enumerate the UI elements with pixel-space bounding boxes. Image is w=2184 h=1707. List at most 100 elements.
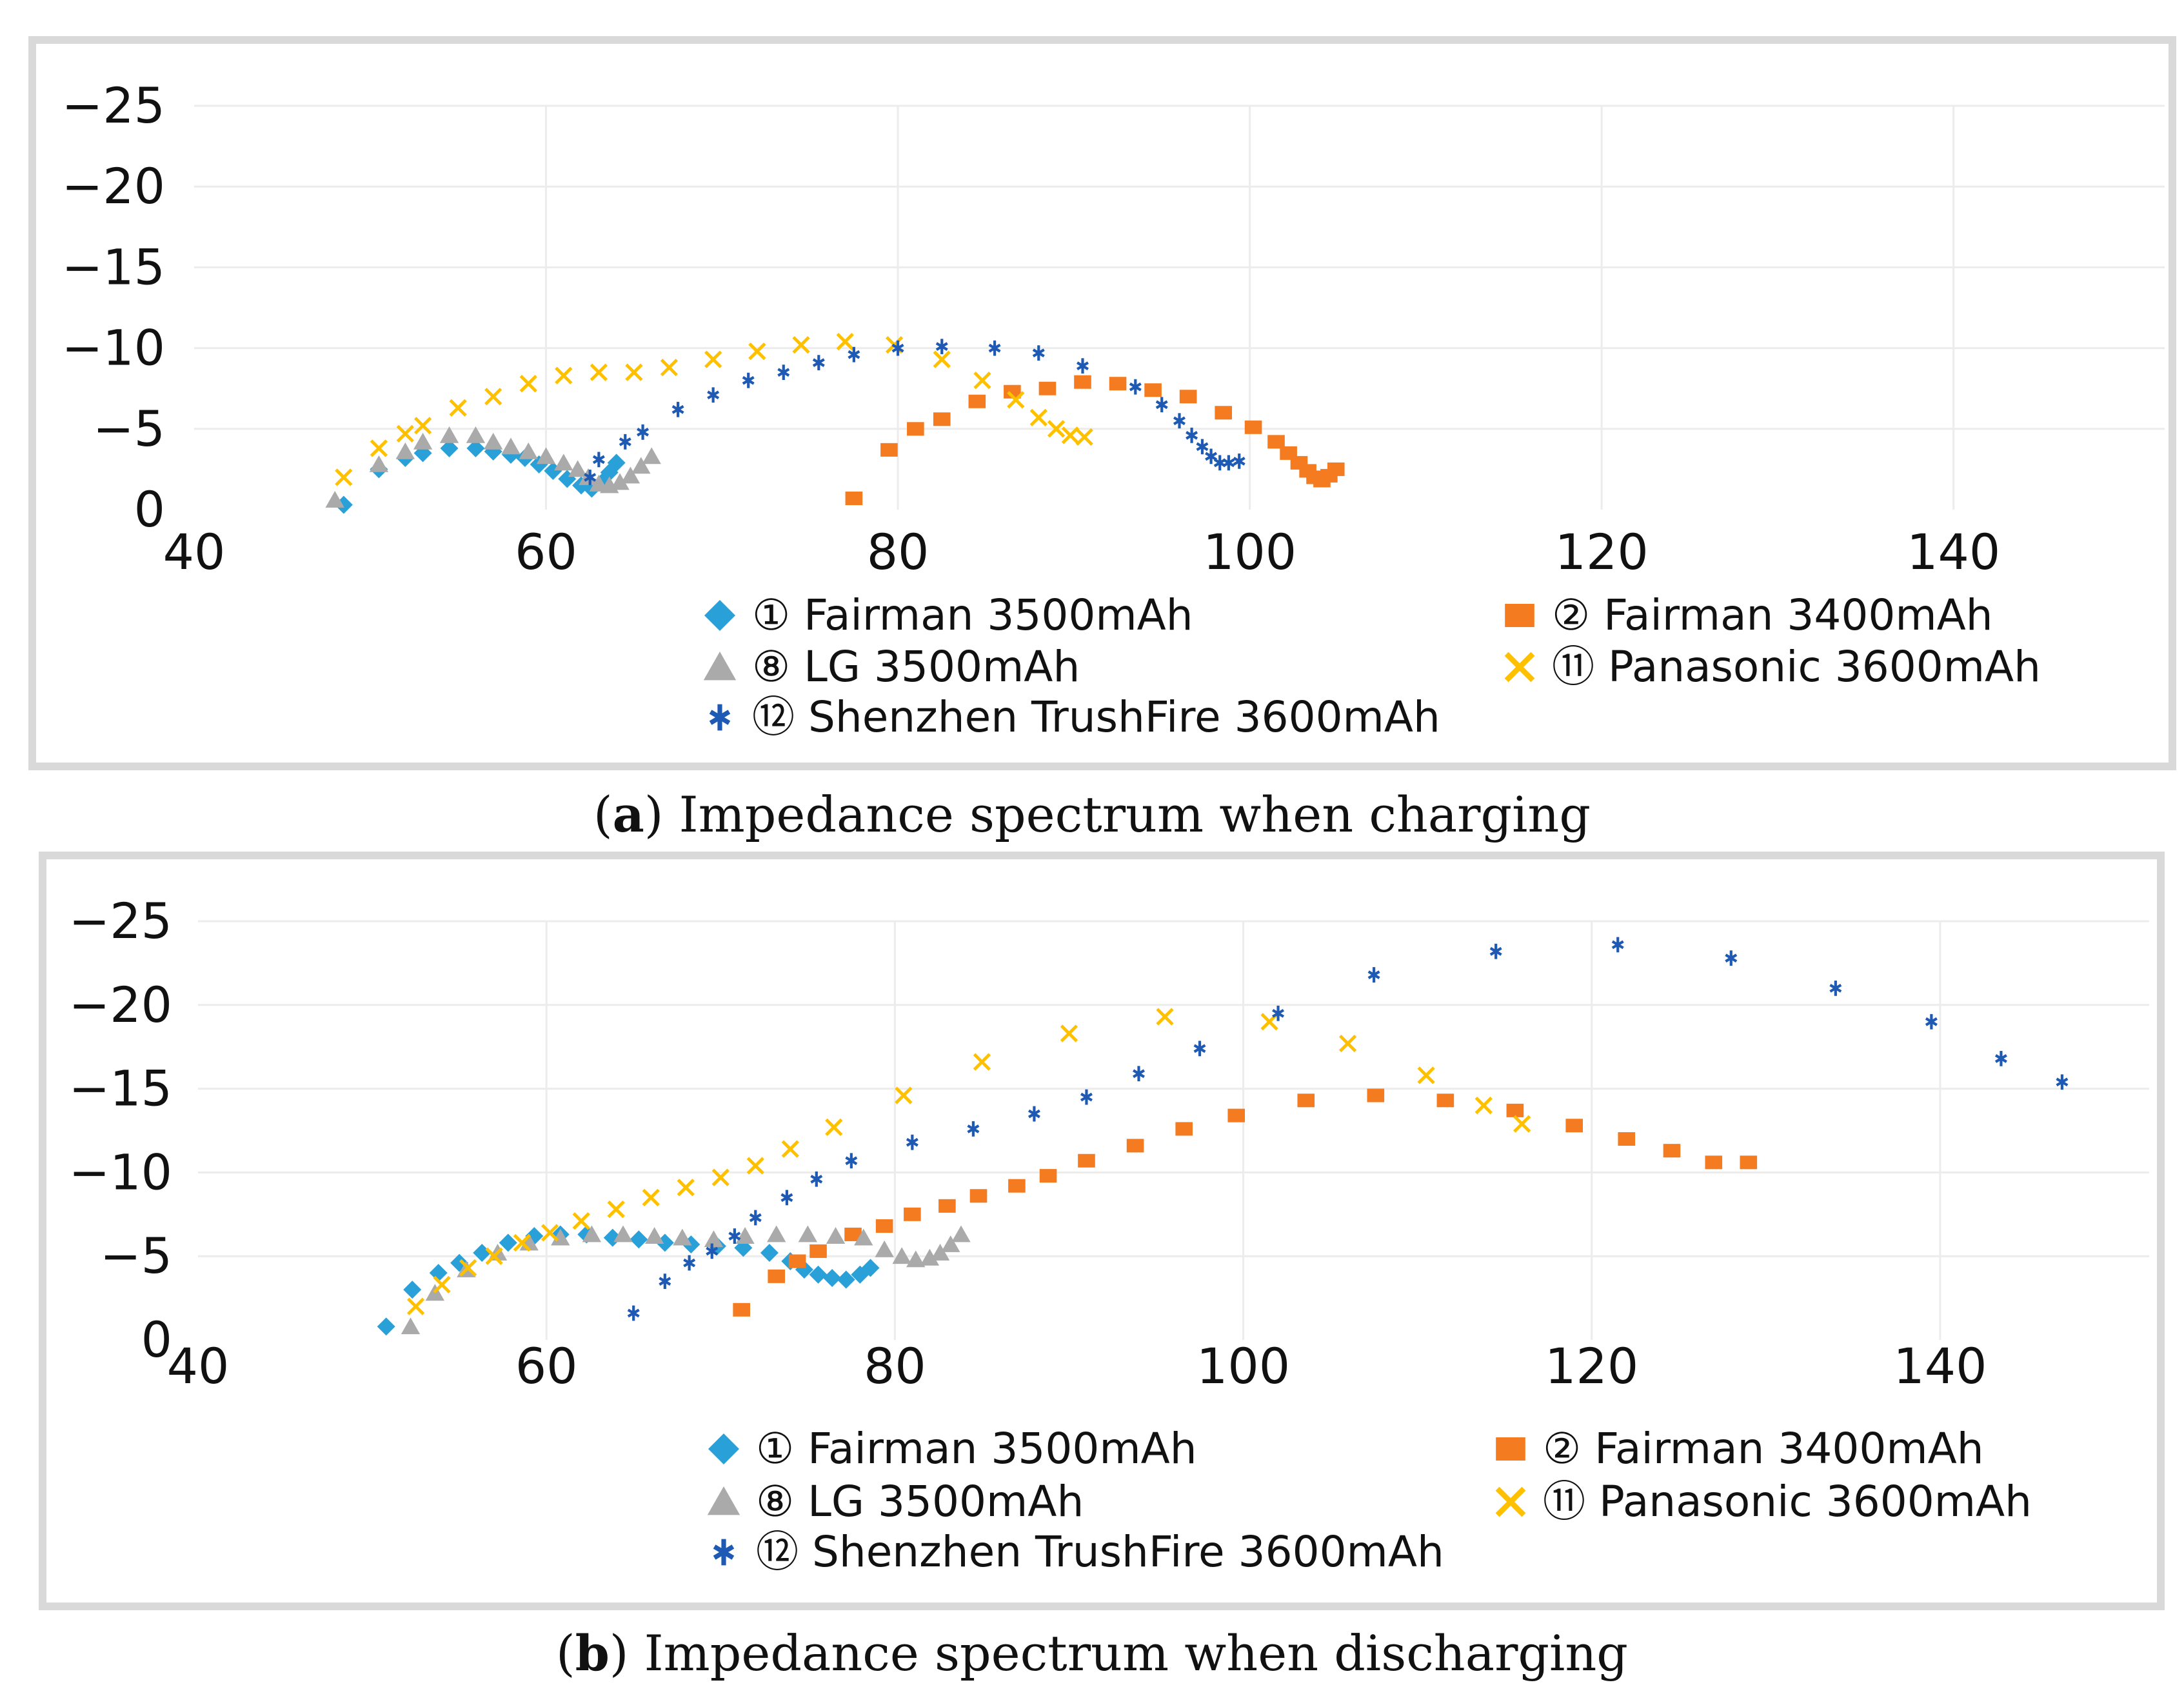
- y-tick-label: 0: [141, 1311, 172, 1368]
- data-point: [938, 1199, 956, 1213]
- data-point: [413, 417, 432, 435]
- legend-label: ⑧ LG 3500mAh: [752, 642, 1080, 692]
- data-point: [1213, 455, 1226, 471]
- data-point: [1725, 950, 1738, 966]
- x-tick-label: 60: [515, 1337, 578, 1395]
- data-point: [484, 388, 502, 406]
- data-point: [582, 1225, 602, 1243]
- series-b-2: [401, 1225, 971, 1335]
- data-point: [627, 1305, 640, 1321]
- data-point: [396, 424, 414, 443]
- data-point: [935, 339, 948, 354]
- legend-marker: [707, 1486, 740, 1515]
- data-point: [683, 1255, 696, 1271]
- data-point: [603, 1228, 622, 1247]
- data-point: [706, 1243, 719, 1259]
- data-point: [906, 1134, 918, 1150]
- legend: ① Fairman 3500mAh ② Fairman 3400mAh ⑧ LG 3…: [707, 1424, 2032, 1577]
- data-point: [973, 1053, 991, 1071]
- data-point: [403, 1281, 422, 1299]
- data-point: [1126, 1139, 1144, 1153]
- data-point: [880, 443, 898, 457]
- legend-item: ⑪ Panasonic 3600mAh: [1495, 1477, 2032, 1526]
- data-point: [1338, 1034, 1357, 1053]
- data-point: [625, 363, 643, 381]
- data-point: [369, 455, 389, 472]
- legend-marker: [708, 1433, 739, 1464]
- data-point: [1611, 937, 1624, 953]
- data-point: [536, 447, 556, 464]
- data-point: [370, 439, 388, 457]
- data-point: [660, 359, 679, 377]
- data-point: [1327, 462, 1345, 476]
- data-point: [920, 1248, 940, 1266]
- y-tick-label: −15: [62, 238, 165, 295]
- data-point: [1436, 1093, 1454, 1108]
- data-point: [1032, 345, 1045, 361]
- series-b-3: [406, 1008, 1531, 1315]
- legend-marker: [709, 704, 731, 731]
- data-point: [459, 1259, 477, 1277]
- data-point: [704, 350, 722, 368]
- data-point: [449, 399, 467, 417]
- data-point: [1233, 453, 1246, 469]
- data-point: [892, 1247, 911, 1264]
- legend-item: ⑫ Shenzhen TrushFire 3600mAh: [713, 1527, 1444, 1577]
- data-point: [823, 1268, 842, 1287]
- data-point: [1205, 448, 1218, 464]
- legend-item: ② Fairman 3400mAh: [1505, 590, 1993, 640]
- x-tick-label: 120: [1555, 523, 1649, 581]
- y-tick-label: −25: [69, 892, 172, 950]
- data-point: [501, 437, 521, 455]
- data-point: [325, 490, 344, 508]
- x-tick-label: 100: [1196, 1337, 1290, 1395]
- y-tick-labels: 0 −5 −10 −15 −20 −25: [62, 77, 165, 538]
- data-point: [837, 1270, 855, 1289]
- data-point: [1029, 408, 1047, 426]
- data-point: [610, 473, 630, 490]
- data-point: [620, 466, 640, 484]
- data-point: [933, 412, 951, 426]
- chart-panel-b: 0 −5 −10 −15 −20 −25 40 60 80 100 120 140 ① Fairman …: [39, 852, 2165, 1610]
- y-tick-label: 0: [134, 481, 165, 538]
- legend-label: ② Fairman 3400mAh: [1543, 1424, 1984, 1473]
- legend-item: ① Fairman 3500mAh: [708, 1424, 1197, 1473]
- data-point: [554, 454, 573, 471]
- data-point: [904, 1207, 921, 1221]
- data-point: [1129, 379, 1142, 395]
- data-point: [704, 1230, 724, 1248]
- data-point: [826, 1227, 846, 1244]
- legend-label: ① Fairman 3500mAh: [752, 590, 1193, 640]
- legend-label: ② Fairman 3400mAh: [1552, 590, 1993, 640]
- legend-marker: [704, 600, 735, 631]
- data-point: [1215, 406, 1232, 420]
- data-point: [644, 1227, 664, 1244]
- data-point: [968, 394, 986, 408]
- y-tick-label: −20: [69, 976, 172, 1033]
- data-point: [733, 1303, 750, 1317]
- x-tick-label: 60: [515, 523, 577, 581]
- legend: ① Fairman 3500mAh ② Fairman 3400mAh ⑧ LG 3…: [703, 590, 2041, 742]
- legend-item: ⑧ LG 3500mAh: [707, 1477, 1084, 1526]
- data-point: [1038, 381, 1057, 395]
- series-b-4: [627, 937, 2069, 1321]
- data-point: [1047, 420, 1066, 438]
- data-point: [933, 350, 951, 368]
- x-tick-label: 100: [1203, 523, 1296, 581]
- data-point: [825, 1118, 843, 1136]
- data-point: [642, 1188, 660, 1206]
- legend-label: ⑪ Panasonic 3600mAh: [1543, 1477, 2032, 1526]
- data-point: [988, 340, 1001, 356]
- data-point: [439, 426, 459, 443]
- data-point: [673, 1228, 692, 1246]
- data-point: [572, 1212, 590, 1230]
- caption-a-label: a: [612, 786, 644, 843]
- data-point: [433, 1275, 451, 1293]
- data-point: [584, 470, 597, 485]
- data-point: [519, 442, 538, 459]
- data-point: [845, 1153, 858, 1169]
- data-point: [1297, 1093, 1315, 1108]
- data-point: [1994, 1050, 2007, 1066]
- data-point: [659, 1273, 671, 1290]
- data-point: [812, 355, 825, 371]
